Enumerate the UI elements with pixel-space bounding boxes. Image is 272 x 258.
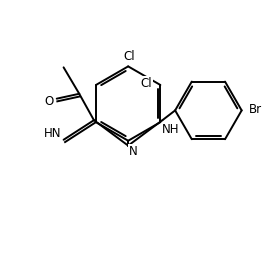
- Text: Cl: Cl: [141, 77, 153, 90]
- Text: N: N: [129, 145, 137, 158]
- Text: NH: NH: [162, 124, 179, 136]
- Text: O: O: [44, 95, 54, 108]
- Text: HN: HN: [44, 127, 61, 140]
- Text: Cl: Cl: [123, 50, 135, 63]
- Text: Br: Br: [249, 103, 262, 116]
